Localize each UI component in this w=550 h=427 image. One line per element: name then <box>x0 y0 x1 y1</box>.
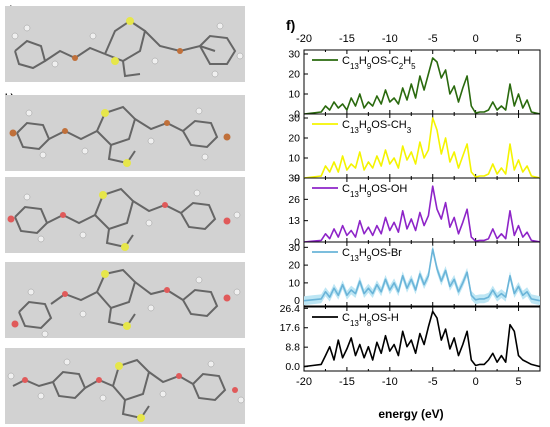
dos-panel: 0 10 20 30 C13H9OS-C2H5 <box>288 49 541 121</box>
y-tick-label: 26 <box>288 194 300 206</box>
top-x-axis: -20 -15 -10 -5 0 5 <box>296 33 522 45</box>
molecule-b-drawing <box>9 105 231 167</box>
dos-line <box>304 57 540 114</box>
dos-panel: 0 13 26 39 C13H9OS-OH <box>288 173 541 249</box>
dos-line <box>304 248 540 302</box>
panel-frame <box>303 306 541 372</box>
y-tick-label: 20 <box>288 69 300 81</box>
legend-label: C13H9OS-OH <box>342 183 407 199</box>
molecule-image-b <box>5 95 245 171</box>
dos-chart: f) -20 -15 -10 -5 0 5 0 10 20 30 C13H9OS-C2H5 0 10 2… <box>280 17 541 421</box>
legend-label: C13H8OS-H <box>342 312 399 328</box>
y-tick-label: 30 <box>288 242 300 254</box>
molecule-image-d <box>5 262 245 338</box>
y-tick-label: 10 <box>288 153 300 165</box>
dos-panel: 0.0 8.8 17.6 26.4 C13H8OS-H <box>280 303 541 373</box>
y-tick-label: 0 <box>294 295 300 307</box>
y-tick-label: 26.4 <box>280 303 301 315</box>
y-tick-label: 17.6 <box>280 322 301 334</box>
x-axis-label: energy (eV) <box>378 407 443 421</box>
bottom-xtick-label: 5 <box>515 376 521 388</box>
y-tick-label: 10 <box>288 89 300 101</box>
y-tick-label: 13 <box>288 215 300 227</box>
top-xtick-label: 5 <box>515 33 521 45</box>
top-xtick-label: 0 <box>473 33 479 45</box>
y-tick-label: 20 <box>288 133 300 145</box>
y-tick-label: 0.0 <box>285 361 300 373</box>
dos-line <box>304 185 540 242</box>
bottom-xtick-label: -10 <box>382 376 398 388</box>
bottom-xtick-label: 0 <box>473 376 479 388</box>
panel-frame <box>303 241 541 307</box>
top-xtick-label: -20 <box>296 33 312 45</box>
dos-panel: 0 10 20 30 C13H9OS-Br <box>288 241 541 307</box>
dos-line <box>304 117 540 178</box>
molecule-d-drawing <box>11 268 241 338</box>
legend-label: C13H9OS-C2H5 <box>342 55 416 71</box>
y-tick-label: 0 <box>294 173 300 185</box>
dos-line <box>304 310 540 368</box>
top-xtick-label: -10 <box>382 33 398 45</box>
y-tick-label: 20 <box>288 260 300 272</box>
y-tick-label: 0 <box>294 109 300 121</box>
molecule-image-a <box>5 6 245 82</box>
bottom-xtick-label: -20 <box>296 376 312 388</box>
bottom-xtick-label: -15 <box>339 376 355 388</box>
y-tick-label: 0 <box>294 237 300 249</box>
bottom-x-axis: -20 -15 -10 -5 0 5 <box>296 376 522 388</box>
y-tick-label: 10 <box>288 277 300 289</box>
figure-label: f) <box>286 17 295 33</box>
y-tick-label: 30 <box>288 49 300 61</box>
molecule-image-e <box>5 348 245 424</box>
molecule-c-drawing <box>7 187 241 251</box>
molecule-image-c <box>5 177 245 253</box>
legend-label: C13H9OS-Br <box>342 247 402 263</box>
bottom-xtick-label: -5 <box>428 376 438 388</box>
y-tick-label: 39 <box>288 173 300 185</box>
y-tick-label: 30 <box>288 113 300 125</box>
y-tick-label: 8.8 <box>285 342 300 354</box>
molecule-e-drawing <box>7 358 245 422</box>
molecule-a-drawing <box>11 17 244 78</box>
top-xtick-label: -15 <box>339 33 355 45</box>
legend-label: C13H9OS-CH3 <box>342 119 412 135</box>
dos-panel: 0 10 20 30 C13H9OS-CH3 <box>288 113 541 185</box>
chart-panels: 0 10 20 30 C13H9OS-C2H5 0 10 20 30 C13H9OS-CH3 0 13… <box>280 49 541 373</box>
top-xtick-label: -5 <box>428 33 438 45</box>
